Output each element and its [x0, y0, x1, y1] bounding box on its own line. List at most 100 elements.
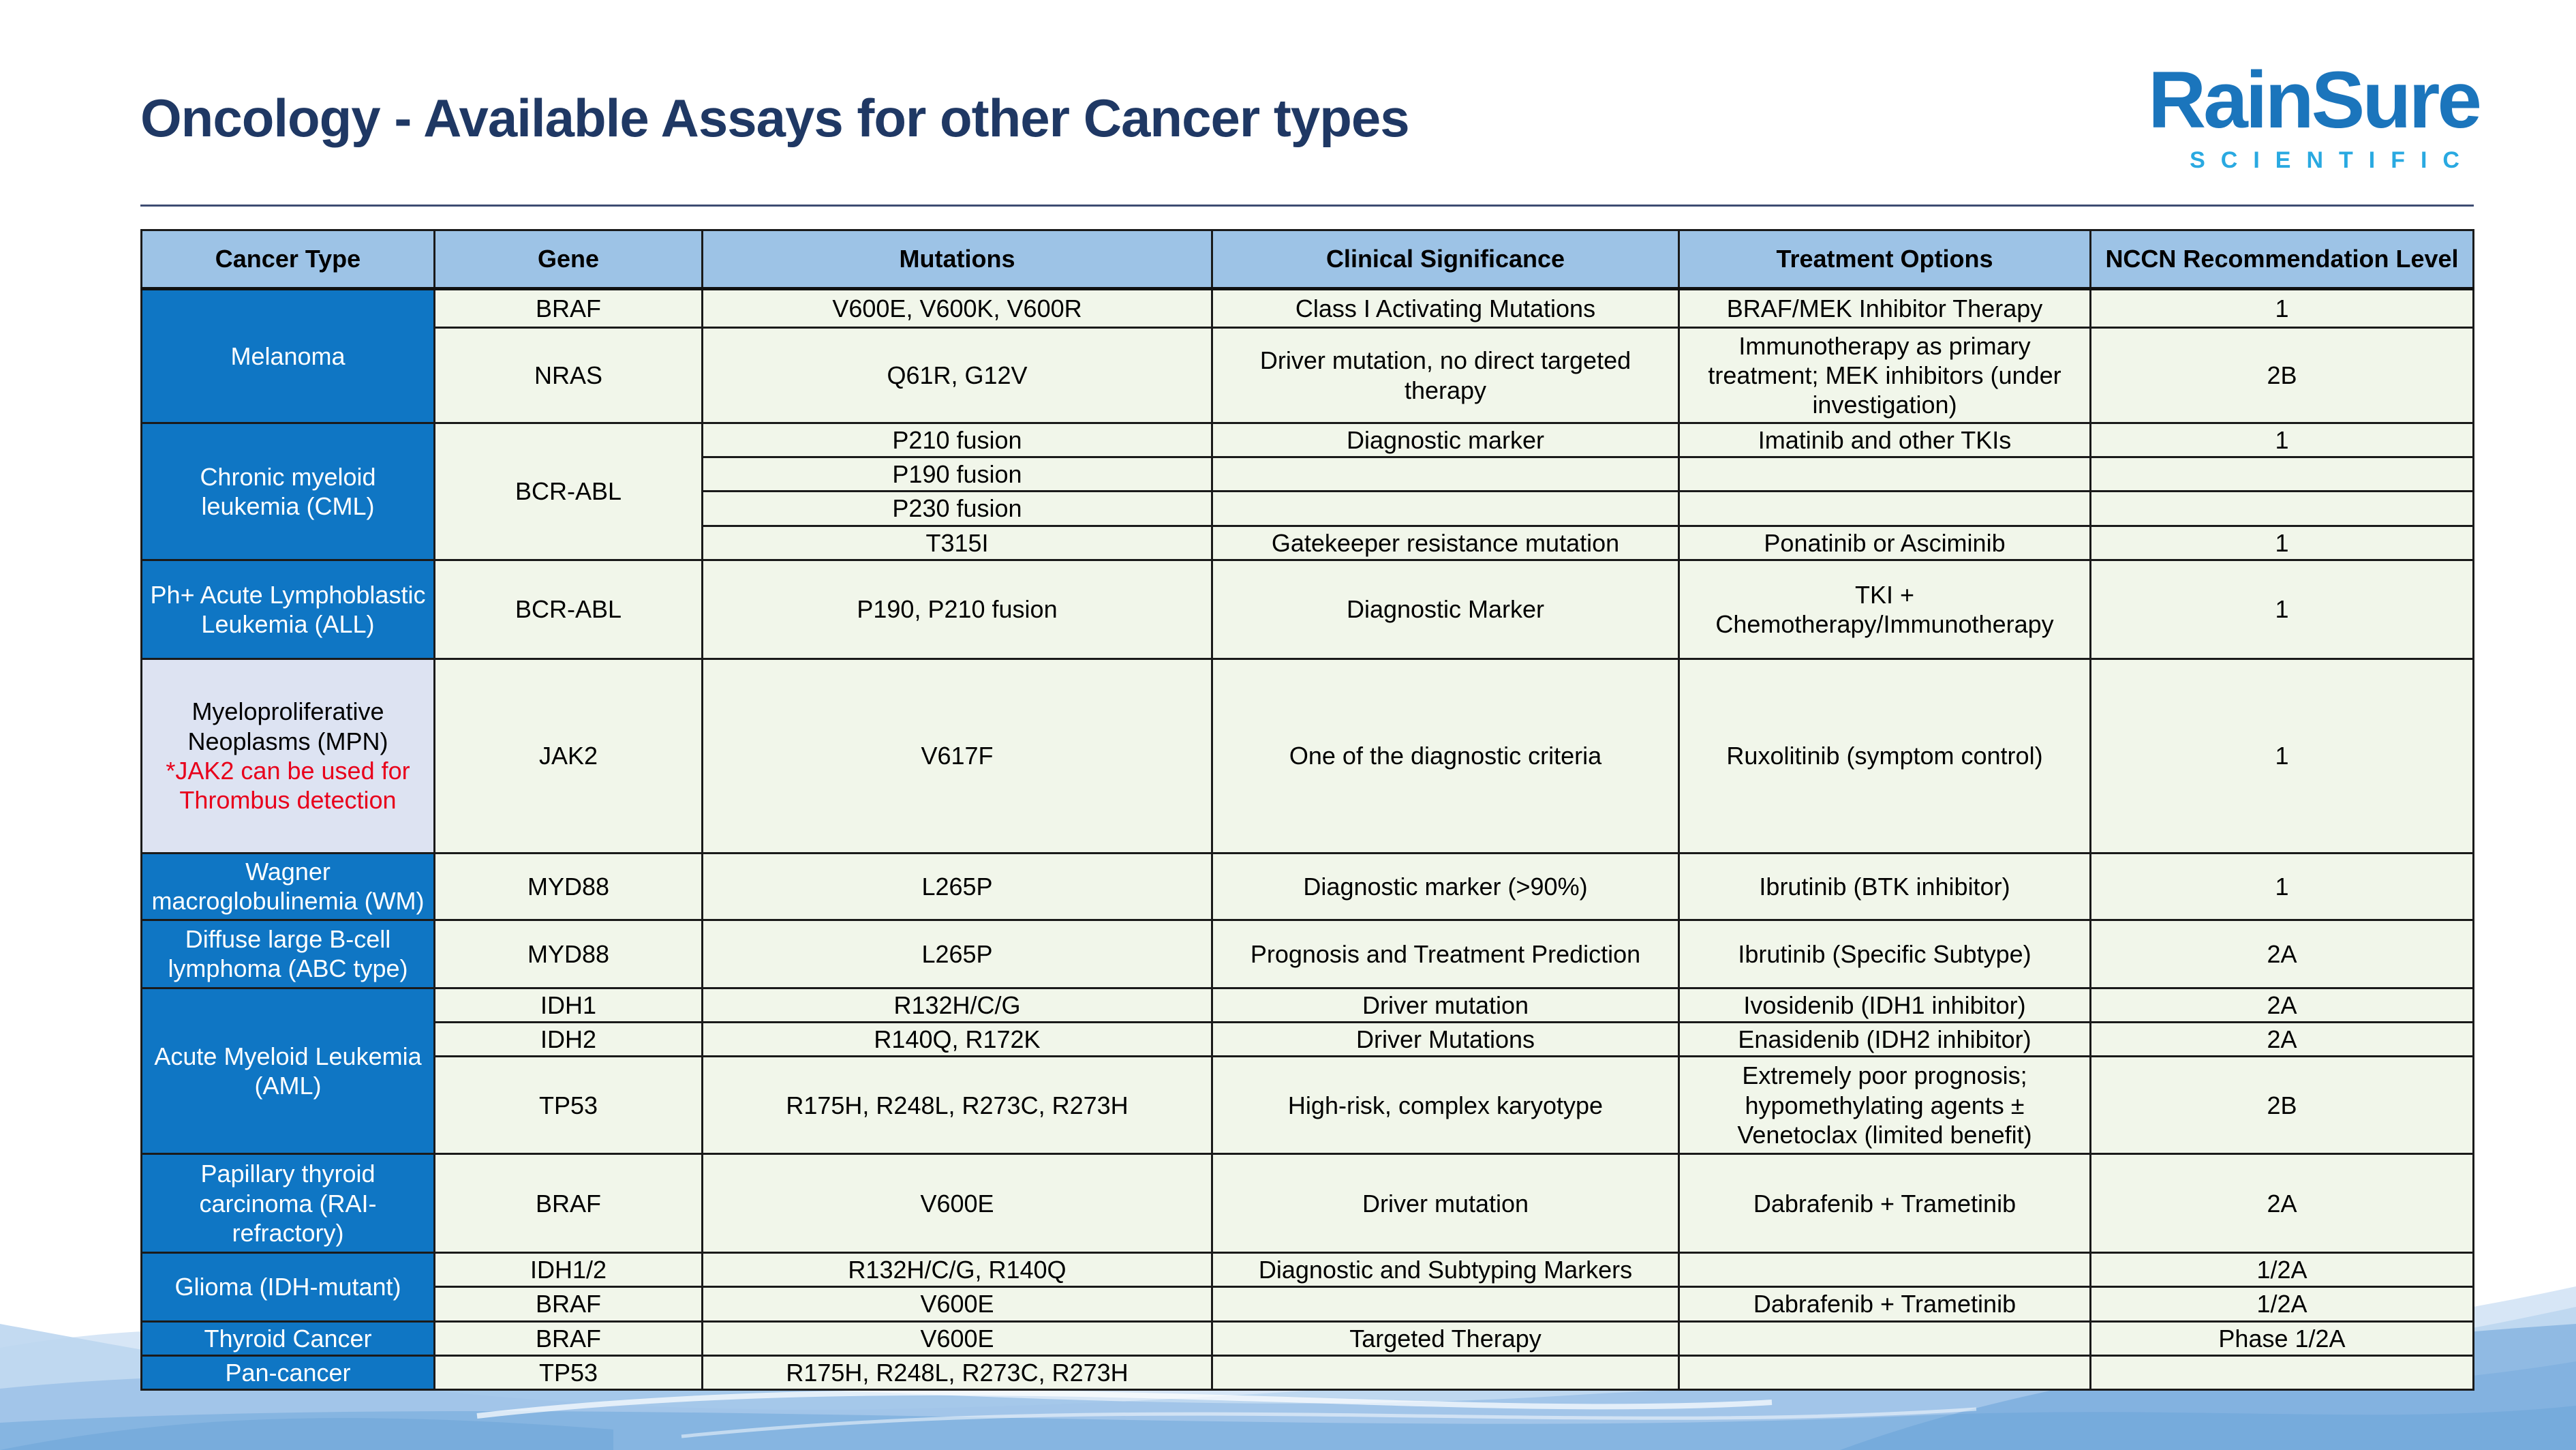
cell-gene: NRAS — [433, 327, 703, 424]
cell-gene: BRAF — [433, 1153, 703, 1254]
cell-gene: BCR-ABL — [433, 558, 703, 660]
cell-gene: BRAF — [433, 288, 703, 329]
cell-nccn: 1 — [2089, 851, 2474, 921]
cell-clinical — [1211, 490, 1680, 527]
cell-cancer-type: Chronic myeloid leukemia (CML) — [140, 422, 435, 561]
cell-nccn: 1 — [2089, 524, 2474, 561]
column-header-mutations: Mutations — [701, 229, 1213, 290]
cell-nccn — [2089, 1354, 2474, 1391]
cell-treatment — [1678, 1320, 2091, 1357]
table-row: Wagner macroglobulinemia (WM) MYD88 L265… — [140, 851, 2474, 921]
jak2-thrombus-note: *JAK2 can be used for Thrombus detection — [166, 756, 410, 814]
cell-gene: MYD88 — [433, 918, 703, 989]
table-row: Myeloproliferative Neoplasms (MPN) *JAK2… — [140, 657, 2474, 854]
cell-cancer-type: Myeloproliferative Neoplasms (MPN) *JAK2… — [140, 657, 435, 854]
rainsure-logo: RainSure SCIENTIFIC — [2098, 60, 2482, 174]
logo-tagline: SCIENTIFIC — [2190, 147, 2475, 173]
table-row: P190 fusion — [142, 456, 2474, 493]
cell-nccn — [2089, 456, 2474, 493]
cell-gene: IDH2 — [433, 1021, 703, 1058]
cell-mutations: Q61R, G12V — [701, 327, 1213, 424]
cell-cancer-type: Glioma (IDH-mutant) — [140, 1252, 435, 1323]
cell-gene: MYD88 — [433, 851, 703, 921]
cell-nccn: 2A — [2089, 1021, 2474, 1058]
cell-clinical: Driver mutation — [1211, 986, 1680, 1023]
table-row: Melanoma BRAF V600E, V600K, V600R Class … — [140, 288, 2474, 424]
cancer-type-label: Myeloproliferative Neoplasms (MPN) — [187, 697, 388, 755]
cell-nccn: 2A — [2089, 986, 2474, 1023]
column-header-cancer-type: Cancer Type — [140, 229, 435, 290]
cell-clinical: One of the diagnostic criteria — [1211, 657, 1680, 854]
cell-clinical: Diagnostic and Subtyping Markers — [1211, 1252, 1680, 1288]
table-row: Papillary thyroid carcinoma (RAI-refract… — [140, 1153, 2474, 1254]
cell-treatment — [1678, 490, 2091, 527]
cell-nccn: 1/2A — [2089, 1252, 2474, 1288]
cell-nccn: 1 — [2089, 558, 2474, 660]
cell-nccn: 2B — [2089, 1055, 2474, 1156]
cell-mutations: R175H, R248L, R273C, R273H — [701, 1055, 1213, 1156]
cell-nccn: 1 — [2089, 421, 2474, 459]
header-row: Cancer Type Gene Mutations Clinical Sign… — [140, 229, 2474, 290]
cell-clinical: Gatekeeper resistance mutation — [1211, 524, 1680, 561]
table-row: Ph+ Acute Lymphoblastic Leukemia (ALL) B… — [140, 558, 2474, 660]
cell-gene: BRAF — [433, 1320, 703, 1357]
assay-table: Cancer Type Gene Mutations Clinical Sign… — [140, 229, 2474, 1391]
cell-mutations: V600E, V600K, V600R — [701, 288, 1213, 329]
cell-gene: TP53 — [433, 1354, 703, 1391]
cell-nccn: 2B — [2089, 327, 2474, 424]
cell-mutations: V617F — [701, 657, 1213, 854]
table-row: Acute Myeloid Leukemia (AML) IDH1 R132H/… — [140, 986, 2474, 1156]
cell-mutations: T315I — [701, 524, 1213, 561]
cell-treatment: Imatinib and other TKIs — [1678, 421, 2091, 459]
cell-mutations: R175H, R248L, R273C, R273H — [701, 1354, 1213, 1391]
cell-cancer-type: Melanoma — [140, 288, 435, 424]
cell-gene: TP53 — [433, 1055, 703, 1156]
cell-treatment: Ruxolitinib (symptom control) — [1678, 657, 2091, 854]
cell-nccn — [2089, 490, 2474, 527]
column-header-treatment-options: Treatment Options — [1678, 229, 2091, 290]
cell-treatment: Ibrutinib (Specific Subtype) — [1678, 918, 2091, 989]
cell-treatment: Immunotherapy as primary treatment; MEK … — [1678, 327, 2091, 424]
column-header-clinical-significance: Clinical Significance — [1211, 229, 1680, 290]
cell-nccn: 1/2A — [2089, 1286, 2474, 1323]
cell-treatment: Dabrafenib + Trametinib — [1678, 1286, 2091, 1323]
table-row: P230 fusion — [142, 490, 2474, 527]
table-row: Chronic myeloid leukemia (CML) BCR-ABL P… — [140, 421, 2474, 561]
cell-mutations: R132H/C/G, R140Q — [701, 1252, 1213, 1288]
cell-gene: IDH1 — [433, 986, 703, 1023]
cell-mutations: V600E — [701, 1320, 1213, 1357]
cell-treatment: TKI + Chemotherapy/Immunotherapy — [1678, 558, 2091, 660]
cell-cancer-type: Ph+ Acute Lymphoblastic Leukemia (ALL) — [140, 558, 435, 660]
cell-cancer-type: Pan-cancer — [140, 1354, 435, 1391]
page-title: Oncology - Available Assays for other Ca… — [140, 88, 1410, 148]
table-row: BRAF V600E Dabrafenib + Trametinib 1/2A — [142, 1286, 2474, 1323]
cell-mutations: V600E — [701, 1153, 1213, 1254]
table-row: NRAS Q61R, G12V Driver mutation, no dire… — [142, 327, 2474, 424]
cell-nccn: 1 — [2089, 657, 2474, 854]
cell-treatment: Ivosidenib (IDH1 inhibitor) — [1678, 986, 2091, 1023]
cell-clinical: Targeted Therapy — [1211, 1320, 1680, 1357]
cell-treatment — [1678, 1252, 2091, 1288]
cell-clinical: Diagnostic Marker — [1211, 558, 1680, 660]
column-header-gene: Gene — [433, 229, 703, 290]
cell-cancer-type: Thyroid Cancer — [140, 1320, 435, 1357]
cell-mutations: P190, P210 fusion — [701, 558, 1213, 660]
cell-gene: IDH1/2 — [433, 1252, 703, 1288]
cell-mutations: P210 fusion — [701, 421, 1213, 459]
cell-mutations: V600E — [701, 1286, 1213, 1323]
cell-treatment: Ibrutinib (BTK inhibitor) — [1678, 851, 2091, 921]
cell-nccn: 1 — [2089, 288, 2474, 329]
cell-clinical: Class I Activating Mutations — [1211, 288, 1680, 329]
cell-clinical: Driver mutation — [1211, 1153, 1680, 1254]
cell-gene: BRAF — [433, 1286, 703, 1323]
cell-nccn: 2A — [2089, 1153, 2474, 1254]
cell-treatment: Dabrafenib + Trametinib — [1678, 1153, 2091, 1254]
table-row: IDH2 R140Q, R172K Driver Mutations Enasi… — [142, 1021, 2474, 1058]
cell-clinical: Prognosis and Treatment Prediction — [1211, 918, 1680, 989]
cell-nccn: Phase 1/2A — [2089, 1320, 2474, 1357]
cell-mutations: R132H/C/G — [701, 986, 1213, 1023]
cell-mutations: L265P — [701, 851, 1213, 921]
table-row: Thyroid Cancer BRAF V600E Targeted Thera… — [140, 1320, 2474, 1357]
cell-treatment: Enasidenib (IDH2 inhibitor) — [1678, 1021, 2091, 1058]
cell-clinical: High-risk, complex karyotype — [1211, 1055, 1680, 1156]
